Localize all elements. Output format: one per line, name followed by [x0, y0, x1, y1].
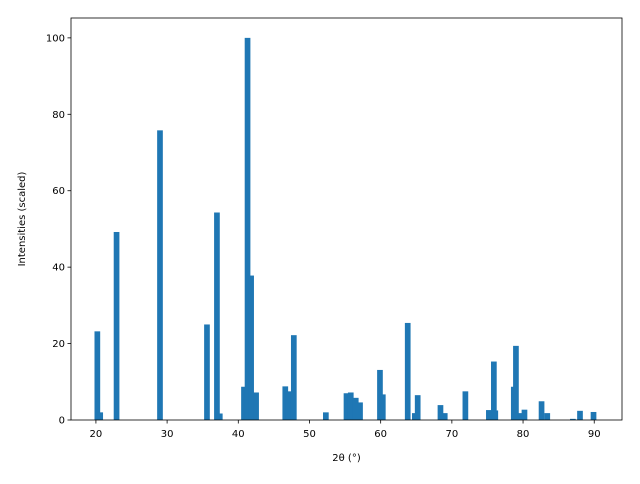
y-tick-label: 40 — [52, 263, 65, 274]
bar — [204, 324, 210, 420]
bar — [577, 410, 583, 420]
y-axis-label: Intensities (scaled) — [17, 171, 28, 266]
plot-frame — [70, 17, 623, 421]
bar — [244, 37, 251, 420]
y-tick-label: 20 — [52, 339, 65, 350]
bar — [414, 395, 421, 420]
bar — [513, 345, 519, 420]
bar — [437, 405, 444, 420]
bar — [357, 402, 363, 420]
bar — [241, 386, 247, 420]
bar — [411, 413, 418, 420]
bar — [343, 393, 350, 420]
y-tick-label: 60 — [52, 186, 65, 197]
bar — [253, 392, 259, 420]
x-tick-label: 40 — [232, 429, 245, 440]
y-tick-label: 0 — [59, 416, 65, 427]
x-tick-label: 30 — [161, 429, 174, 440]
bar — [248, 275, 254, 420]
x-tick-label: 80 — [517, 429, 530, 440]
bar — [590, 411, 597, 420]
x-axis-label: 2θ (°) — [332, 453, 361, 464]
bar — [462, 391, 469, 420]
bar — [538, 401, 545, 420]
bar — [379, 394, 386, 420]
bar — [323, 412, 329, 420]
bar — [214, 212, 220, 420]
y-tick-label: 80 — [52, 110, 65, 121]
bar — [352, 397, 359, 420]
bar — [347, 392, 354, 420]
bar — [441, 413, 448, 420]
bar — [570, 418, 576, 420]
x-tick-label: 60 — [374, 429, 387, 440]
bar — [94, 331, 101, 420]
bar — [97, 412, 104, 420]
x-tick-label: 50 — [303, 429, 316, 440]
y-tick-label: 100 — [46, 33, 65, 44]
bar — [113, 231, 120, 420]
x-tick-label: 70 — [445, 429, 458, 440]
bar — [518, 413, 524, 420]
bar — [157, 130, 163, 420]
bar — [290, 335, 297, 420]
bar — [285, 391, 292, 420]
bar — [404, 322, 411, 420]
bar — [486, 410, 492, 420]
bar — [521, 409, 528, 420]
bar — [491, 361, 497, 420]
bar — [282, 386, 289, 420]
x-tick-label: 90 — [588, 429, 601, 440]
x-tick-label: 20 — [90, 429, 103, 440]
bar — [544, 413, 551, 420]
bar — [492, 410, 499, 420]
bar — [216, 413, 223, 420]
